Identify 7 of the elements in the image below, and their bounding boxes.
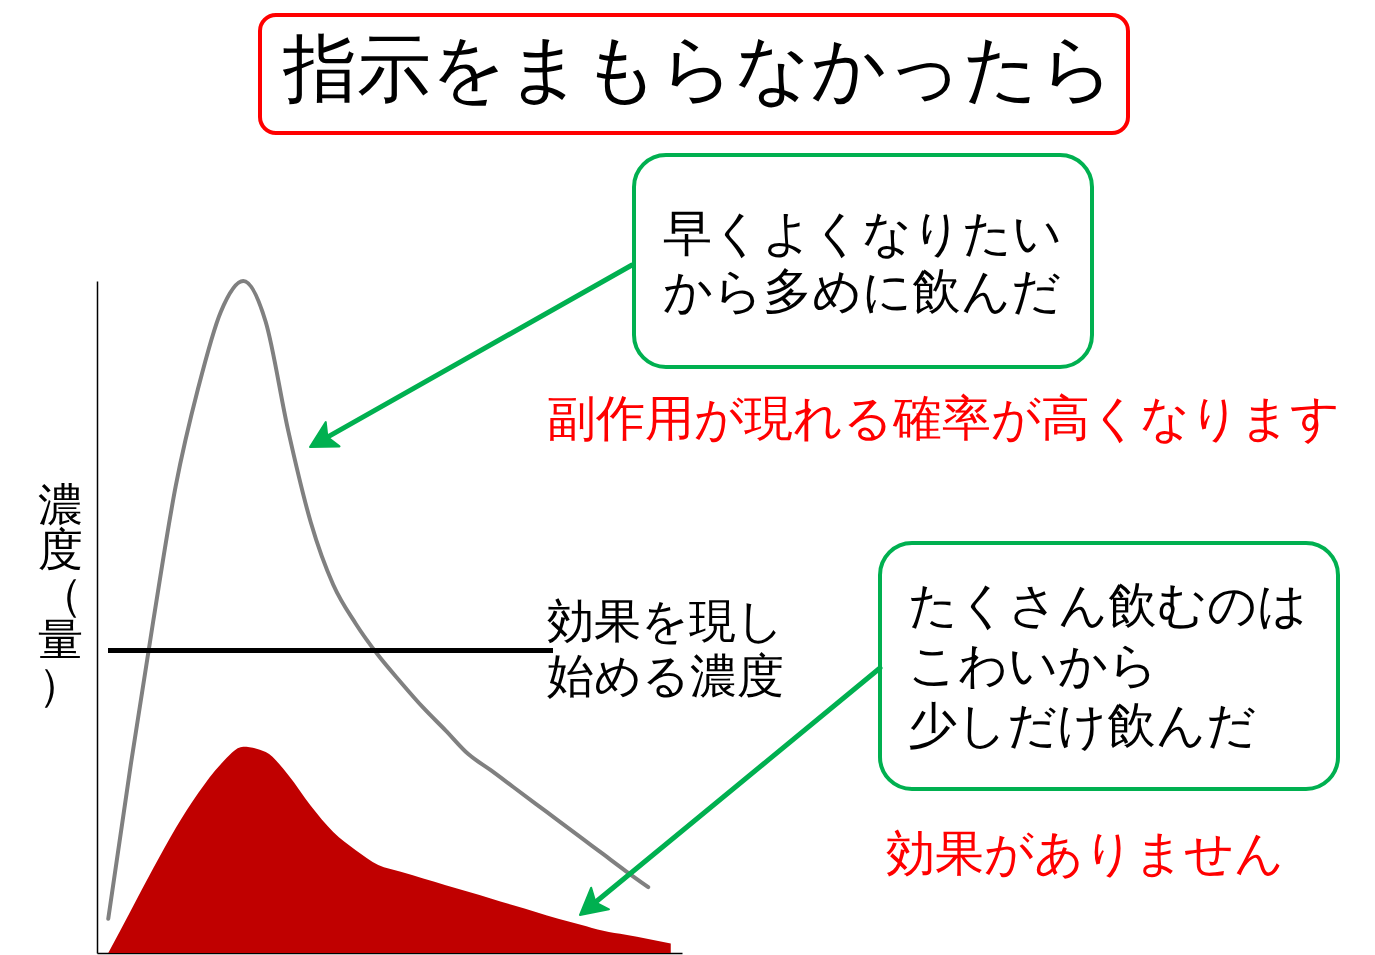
text: 効果がありません	[886, 825, 1284, 882]
chart-title: 指示をまもらなかったら	[282, 25, 1115, 111]
text: たくさん飲むのはこわいから少しだけ飲んだ	[908, 577, 1307, 754]
y-axis-title: 濃度（量）	[38, 477, 83, 711]
annotation: 早くよくなりたいから多めに飲んだ	[663, 205, 1062, 320]
ref-line-label: 効果を現し始める濃度	[547, 593, 784, 704]
annotation: 副作用が現れる確率が高くなります	[547, 390, 1340, 447]
